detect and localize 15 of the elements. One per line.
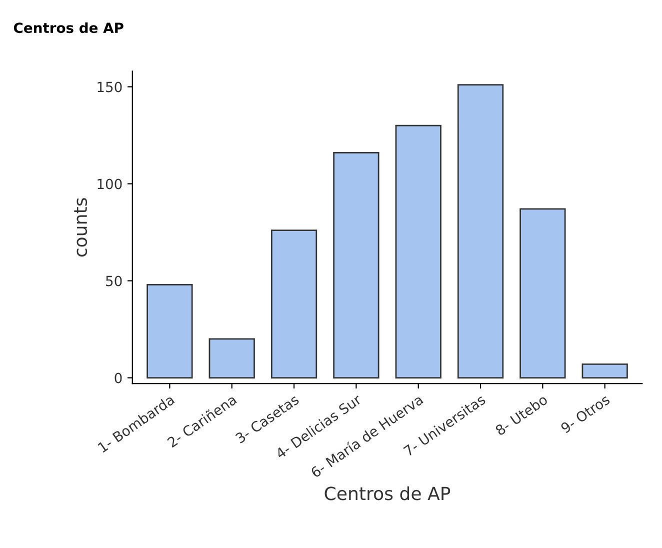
chart-title: Centros de AP (14, 22, 124, 34)
bar (582, 364, 628, 378)
y-tick-label: 0 (114, 372, 122, 384)
y-tick-label: 150 (98, 82, 122, 92)
y-axis-title: counts (74, 198, 88, 257)
bar (457, 84, 504, 378)
bar (520, 208, 566, 378)
bar (395, 124, 442, 378)
bar (333, 152, 380, 378)
bar (146, 284, 193, 378)
y-tick-label: 100 (98, 178, 122, 190)
y-tick-label: 50 (106, 276, 122, 286)
x-axis-title: Centros de AP (324, 486, 450, 500)
bar (270, 230, 318, 378)
bar (208, 338, 255, 378)
